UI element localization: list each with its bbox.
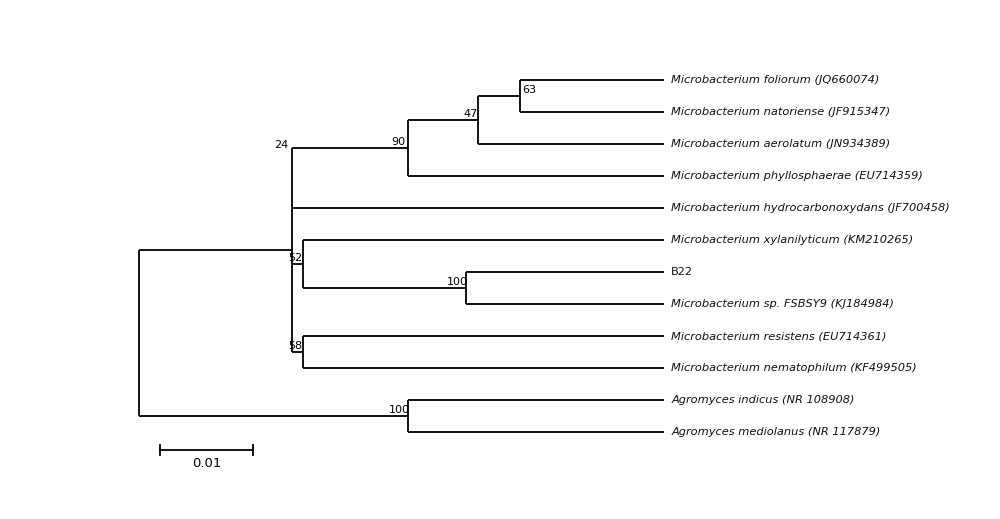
Text: Microbacterium foliorum (JQ660074): Microbacterium foliorum (JQ660074) xyxy=(671,75,880,85)
Text: B22: B22 xyxy=(671,267,693,277)
Text: Agromyces mediolanus (NR 117879): Agromyces mediolanus (NR 117879) xyxy=(671,427,881,437)
Text: 58: 58 xyxy=(288,341,302,351)
Text: 90: 90 xyxy=(391,137,405,147)
Text: Microbacterium aerolatum (JN934389): Microbacterium aerolatum (JN934389) xyxy=(671,139,891,149)
Text: 100: 100 xyxy=(388,405,410,415)
Text: Microbacterium hydrocarbonoxydans (JF700458): Microbacterium hydrocarbonoxydans (JF700… xyxy=(671,203,950,213)
Text: Microbacterium sp. FSBSY9 (KJ184984): Microbacterium sp. FSBSY9 (KJ184984) xyxy=(671,299,894,309)
Text: Microbacterium nematophilum (KF499505): Microbacterium nematophilum (KF499505) xyxy=(671,363,917,373)
Text: 100: 100 xyxy=(447,277,468,287)
Text: Microbacterium xylanilyticum (KM210265): Microbacterium xylanilyticum (KM210265) xyxy=(671,235,914,245)
Text: 63: 63 xyxy=(523,85,537,95)
Text: 52: 52 xyxy=(288,253,302,263)
Text: Microbacterium phyllosphaerae (EU714359): Microbacterium phyllosphaerae (EU714359) xyxy=(671,171,923,181)
Text: Agromyces indicus (NR 108908): Agromyces indicus (NR 108908) xyxy=(671,395,855,405)
Text: Microbacterium resistens (EU714361): Microbacterium resistens (EU714361) xyxy=(671,331,887,341)
Text: 0.01: 0.01 xyxy=(192,457,221,470)
Text: Microbacterium natoriense (JF915347): Microbacterium natoriense (JF915347) xyxy=(671,107,891,117)
Text: 47: 47 xyxy=(464,109,478,119)
Text: 24: 24 xyxy=(275,140,289,150)
